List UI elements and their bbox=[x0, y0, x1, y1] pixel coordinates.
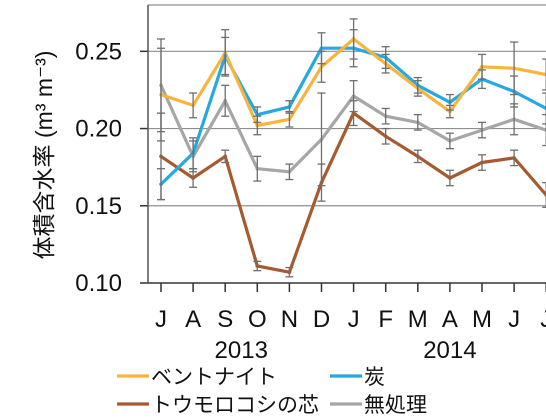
error-bar bbox=[189, 92, 198, 119]
error-bar bbox=[189, 140, 198, 173]
error-bar bbox=[253, 155, 262, 182]
error-bar bbox=[253, 260, 262, 272]
error-bar bbox=[381, 127, 390, 145]
error-bar bbox=[285, 266, 294, 278]
x-tick-label: J bbox=[540, 306, 546, 333]
x-tick-label: A bbox=[185, 306, 201, 333]
error-bar bbox=[510, 103, 519, 136]
error-bar bbox=[381, 107, 390, 125]
series-line bbox=[159, 111, 546, 274]
legend-item: トウモロコシの芯 bbox=[117, 394, 319, 417]
x-tick-label: D bbox=[313, 306, 330, 333]
x-tick-label: J bbox=[155, 306, 167, 333]
error-bar bbox=[413, 114, 422, 131]
legend-item: ベントナイト bbox=[117, 366, 277, 389]
error-bar bbox=[221, 84, 230, 117]
error-bar bbox=[445, 93, 454, 111]
year-label: 2013 bbox=[215, 337, 268, 364]
x-tick-label: N bbox=[281, 306, 298, 333]
x-tick-label: A bbox=[442, 306, 458, 333]
error-bar bbox=[317, 32, 326, 65]
error-bar bbox=[221, 149, 230, 164]
legend-label: 炭 bbox=[364, 366, 385, 389]
error-bar bbox=[510, 149, 519, 167]
error-bar bbox=[285, 163, 294, 181]
legend-label: ベントナイト bbox=[151, 366, 277, 389]
y-axis-title: 体積含水率 (m³ m⁻³) bbox=[31, 51, 57, 260]
error-bar bbox=[349, 29, 358, 68]
y-tick-label: 0.20 bbox=[75, 116, 122, 143]
error-bar bbox=[381, 46, 390, 69]
legend-label: 無処理 bbox=[364, 394, 427, 417]
x-tick-label: J bbox=[508, 306, 520, 333]
error-bar bbox=[445, 132, 454, 150]
error-bar bbox=[413, 149, 422, 164]
x-tick-label: M bbox=[472, 306, 492, 333]
error-bar bbox=[445, 169, 454, 187]
legend-item: 炭 bbox=[330, 366, 385, 389]
error-bar bbox=[285, 100, 294, 114]
error-bars bbox=[157, 18, 546, 278]
error-bar bbox=[317, 92, 326, 187]
error-bar bbox=[542, 114, 546, 147]
legend-label: トウモロコシの芯 bbox=[151, 394, 319, 417]
year-label: 2014 bbox=[423, 337, 476, 364]
legend-item: 無処理 bbox=[330, 394, 427, 417]
series-points bbox=[159, 37, 546, 274]
error-bar bbox=[221, 36, 230, 76]
error-bar bbox=[542, 92, 546, 125]
x-tick-label: S bbox=[217, 306, 233, 333]
x-tick-label: J bbox=[348, 306, 360, 333]
error-bar bbox=[478, 69, 486, 90]
error-bar bbox=[542, 181, 546, 208]
y-tick-label: 0.15 bbox=[75, 193, 122, 220]
error-bar bbox=[157, 38, 165, 133]
x-tick-label: O bbox=[248, 306, 267, 333]
error-bar bbox=[349, 80, 358, 113]
axes: 0.100.150.200.25JASONDJFMAMJJ20132014体積含… bbox=[31, 4, 546, 364]
error-bar bbox=[478, 121, 486, 139]
x-tick-label: F bbox=[378, 306, 393, 333]
y-tick-label: 0.10 bbox=[75, 270, 122, 297]
x-tick-label: M bbox=[408, 306, 428, 333]
series-lines bbox=[159, 37, 546, 274]
y-tick-label: 0.25 bbox=[75, 38, 122, 65]
error-bar bbox=[542, 58, 546, 91]
error-bar bbox=[413, 76, 422, 94]
error-bar bbox=[253, 106, 262, 124]
error-bar bbox=[478, 154, 486, 171]
